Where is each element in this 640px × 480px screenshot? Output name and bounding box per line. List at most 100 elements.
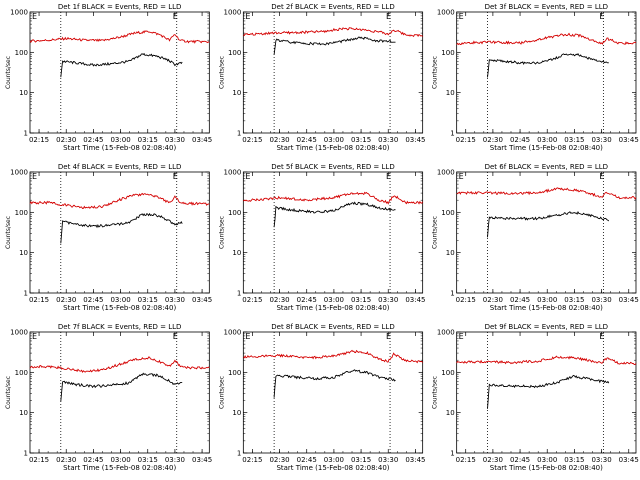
lld-series-line: [243, 349, 424, 364]
y-axis-label: Counts/sec: [432, 376, 439, 409]
x-axis-label: Start Time (15-Feb-08 02:08:40): [276, 464, 389, 472]
x-tick-label: 03:30: [378, 136, 398, 144]
lld-series-line: [456, 187, 637, 200]
x-tick-label: 02:15: [456, 296, 476, 304]
y-tick-label: 1000: [224, 329, 242, 337]
x-tick-label: 03:30: [591, 136, 611, 144]
x-tick-label: 02:30: [269, 296, 289, 304]
x-tick-label: 03:00: [324, 456, 344, 464]
marker-label: E: [459, 172, 464, 181]
x-tick-label: 02:15: [29, 136, 49, 144]
detector-panel: Det 9f BLACK = Events, RED = LLD 1 10 100 10…: [432, 323, 639, 472]
plot-frame: [29, 11, 210, 134]
y-tick-label: 100: [15, 369, 28, 377]
events-series-line: [487, 53, 609, 78]
x-tick-label: 03:45: [619, 136, 639, 144]
x-tick-label: 03:45: [192, 456, 212, 464]
y-tick-label: 10: [19, 89, 28, 97]
y-tick-label: 10: [232, 249, 241, 257]
x-tick-label: 02:45: [510, 296, 530, 304]
y-axis-label: Counts/sec: [218, 216, 225, 249]
marker-label: E: [459, 12, 464, 21]
y-tick-label: 1: [450, 290, 454, 298]
events-series-line: [487, 374, 610, 409]
y-axis-label: Counts/sec: [5, 376, 12, 409]
x-tick-label: 02:15: [456, 136, 476, 144]
x-tick-label: 03:45: [405, 136, 425, 144]
events-series-line: [487, 211, 610, 238]
y-tick-label: 1000: [10, 169, 28, 177]
marker-label: E: [386, 332, 391, 341]
x-tick-label: 02:30: [483, 456, 503, 464]
y-tick-label: 1: [24, 450, 28, 458]
events-series-line: [273, 369, 396, 398]
x-tick-label: 03:45: [619, 456, 639, 464]
y-tick-label: 1: [450, 450, 454, 458]
lld-series-line: [29, 356, 210, 373]
panel-title: Det 4f BLACK = Events, RED = LLD: [58, 163, 181, 171]
x-tick-label: 02:15: [29, 456, 49, 464]
lld-series-line: [242, 191, 424, 205]
x-tick-label: 02:30: [269, 456, 289, 464]
detector-panel: Det 3f BLACK = Events, RED = LLD 1 10 100 10…: [432, 3, 639, 152]
plot-frame: [29, 331, 210, 454]
y-axis-label: Counts/sec: [218, 376, 225, 409]
x-tick-label: 02:45: [297, 456, 317, 464]
marker-label: E: [173, 12, 178, 21]
y-tick-label: 10: [19, 409, 28, 417]
detector-panel: Det 8f BLACK = Events, RED = LLD 1 10 100 10…: [218, 323, 425, 472]
x-tick-label: 03:15: [351, 296, 371, 304]
x-tick-label: 03:15: [351, 456, 371, 464]
plot-frame: [242, 171, 424, 294]
y-axis-label: Counts/sec: [5, 56, 12, 89]
x-tick-label: 03:45: [405, 456, 425, 464]
events-series-line: [60, 52, 183, 78]
detector-panel: Det 6f BLACK = Events, RED = LLD 1 10 100 10…: [432, 163, 639, 312]
x-tick-label: 03:45: [192, 296, 212, 304]
y-tick-label: 10: [446, 409, 455, 417]
marker-label: E: [599, 332, 604, 341]
panel-title: Det 2f BLACK = Events, RED = LLD: [271, 3, 394, 11]
y-tick-label: 1000: [224, 9, 242, 17]
x-tick-label: 02:15: [242, 456, 262, 464]
x-axis-label: Start Time (15-Feb-08 02:08:40): [276, 304, 389, 312]
panel-title: Det 8f BLACK = Events, RED = LLD: [271, 323, 394, 331]
y-tick-label: 1000: [437, 329, 455, 337]
x-tick-label: 03:15: [564, 296, 584, 304]
plot-frame: [29, 171, 210, 294]
y-tick-label: 1000: [10, 9, 28, 17]
panel-title: Det 3f BLACK = Events, RED = LLD: [485, 3, 608, 11]
x-tick-label: 02:45: [510, 456, 530, 464]
x-tick-label: 02:30: [56, 456, 76, 464]
x-tick-label: 03:30: [378, 456, 398, 464]
y-tick-label: 1: [237, 130, 241, 138]
x-tick-label: 03:15: [564, 456, 584, 464]
x-tick-label: 02:30: [483, 296, 503, 304]
x-tick-label: 03:00: [110, 136, 130, 144]
events-series-line: [273, 201, 396, 228]
plot-frame: [242, 11, 424, 134]
events-series-line: [60, 372, 183, 402]
lld-series-line: [456, 32, 637, 46]
x-tick-label: 03:00: [537, 296, 557, 304]
marker-label: E: [386, 12, 391, 21]
y-axis-label: Counts/sec: [432, 56, 439, 89]
y-tick-label: 1: [24, 130, 28, 138]
detector-panel: Det 4f BLACK = Events, RED = LLD 1 10 100 10…: [5, 163, 212, 312]
y-tick-label: 10: [446, 249, 455, 257]
x-tick-label: 02:15: [29, 296, 49, 304]
x-tick-label: 03:00: [324, 296, 344, 304]
lld-series-line: [243, 27, 424, 38]
y-axis-label: Counts/sec: [218, 56, 225, 89]
lld-series-line: [29, 192, 210, 210]
y-tick-label: 100: [228, 369, 241, 377]
x-axis-label: Start Time (15-Feb-08 02:08:40): [490, 464, 603, 472]
detector-panel: Det 1f BLACK = Events, RED = LLD 1 10 100 10…: [5, 3, 212, 152]
x-axis-label: Start Time (15-Feb-08 02:08:40): [490, 304, 603, 312]
y-tick-label: 100: [228, 209, 241, 217]
x-tick-label: 03:00: [110, 296, 130, 304]
y-tick-label: 100: [228, 49, 241, 57]
plot-frame: [456, 331, 637, 454]
marker-label: E: [386, 172, 391, 181]
